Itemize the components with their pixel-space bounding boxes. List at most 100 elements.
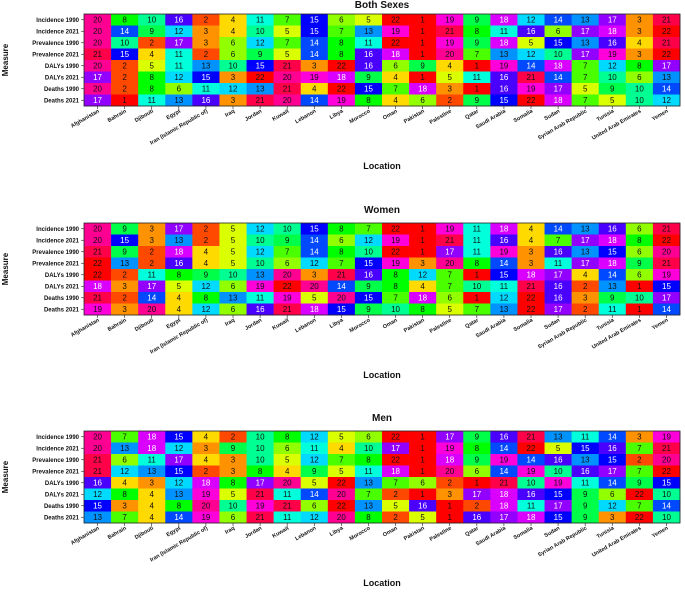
cell-value-label: 4 [637,39,642,48]
heatmap-cell [625,269,654,281]
cell-value-label: 13 [120,259,129,268]
heatmap-cell [382,431,410,443]
heatmap-cell [111,477,139,489]
heatmap-cell [354,500,383,512]
y-tick-label: Incidence 2021 [36,446,79,452]
cell-value-label: 10 [554,50,563,59]
heatmap-cell [273,442,302,455]
cell-value-label: 22 [635,490,644,499]
y-tick-label: Incidence 1990 [36,18,79,24]
heatmap-cell [300,511,329,524]
cell-value-label: 10 [554,467,563,476]
cell-value-label: 20 [337,294,346,303]
heatmap-cell [490,465,518,478]
heatmap-cell [517,60,545,72]
x-tick-label: Saudi Arabia [475,525,508,547]
cell-value-label: 14 [337,282,346,291]
heatmap-cell [327,292,356,304]
heatmap-cell [436,442,464,455]
heatmap-cell [138,14,166,26]
cell-value-label: 11 [283,513,292,522]
x-tick-label: Pakistan [403,108,426,125]
heatmap-cell [354,94,383,107]
heatmap-cell [409,71,437,84]
cell-value-label: 22 [527,294,536,303]
y-tick-label: Deaths 2021 [44,98,80,104]
heatmap-cell [111,511,139,524]
x-tick-label: Afghanistan [70,525,101,546]
heatmap-cell [300,269,329,281]
heatmap-cell [652,25,681,38]
cell-value-label: 2 [637,456,642,465]
heatmap-cell [490,94,518,107]
cell-value-label: 18 [337,73,346,82]
cell-value-label: 10 [256,456,265,465]
heatmap-cell [382,465,410,478]
heatmap-cell [300,431,329,443]
cell-value-label: 13 [256,271,265,280]
cell-value-label: 14 [310,248,319,257]
cell-value-label: 20 [283,271,292,280]
heatmap-cell [327,14,356,26]
heatmap-cell [571,500,600,512]
cell-value-label: 4 [393,73,398,82]
heatmap-cell [436,454,464,466]
cell-value-label: 5 [529,39,534,48]
heatmap-cell [544,83,572,95]
cell-value-label: 22 [662,236,671,245]
cell-value-label: 8 [122,490,127,499]
y-tick-label: DALYs 1990 [45,273,80,279]
cell-value-label: 7 [637,502,642,511]
heatmap-cell [246,71,274,84]
cell-value-label: 6 [637,248,642,257]
heatmap-cell [463,269,491,281]
cell-value-label: 22 [662,27,671,36]
cell-value-label: 4 [122,479,127,488]
cell-value-label: 18 [147,444,156,453]
cell-value-label: 4 [583,271,588,280]
x-tick-label: Oman [382,525,399,538]
cell-value-label: 22 [391,16,400,25]
cell-value-label: 16 [527,27,536,36]
heatmap-cell [652,83,681,95]
cell-value-label: 15 [310,225,319,234]
heatmap-cell [490,500,518,512]
heatmap-cell [544,14,572,26]
cell-value-label: 10 [635,294,644,303]
cell-value-label: 19 [608,50,617,59]
cell-value-label: 11 [364,39,373,48]
heatmap-cell [84,269,112,281]
heatmap-cell [138,431,166,443]
cell-value-label: 20 [93,433,102,442]
heatmap-cell [544,37,572,49]
heatmap-cell [598,280,627,293]
heatmap-cell [219,269,247,281]
cell-value-label: 20 [201,502,210,511]
heatmap-cell [300,25,329,38]
heatmap-cell [192,292,220,304]
heatmap-cell [409,500,437,512]
cell-value-label: 21 [662,444,671,453]
heatmap-cell [246,37,274,49]
cell-value-label: 17 [93,73,102,82]
cell-value-label: 16 [554,282,563,291]
cell-value-label: 10 [364,444,373,453]
heatmap-cell [625,14,654,26]
heatmap-cell [625,234,654,247]
heatmap-cell [138,454,166,466]
cell-value-label: 20 [662,456,671,465]
y-tick-label: Deaths 1990 [44,87,80,93]
y-tick-label: Prevalence 1990 [32,41,79,47]
cell-value-label: 19 [256,502,265,511]
cell-value-label: 9 [231,444,236,453]
heatmap-cell [463,500,491,512]
heatmap-cell [327,25,356,38]
cell-value-label: 3 [637,433,642,442]
heatmap-cell [138,25,166,38]
cell-value-label: 8 [177,502,182,511]
heatmap-cell [517,431,545,443]
heatmap-cell [571,71,600,84]
heatmap-cell [111,223,139,235]
heatmap-cell [246,488,274,501]
